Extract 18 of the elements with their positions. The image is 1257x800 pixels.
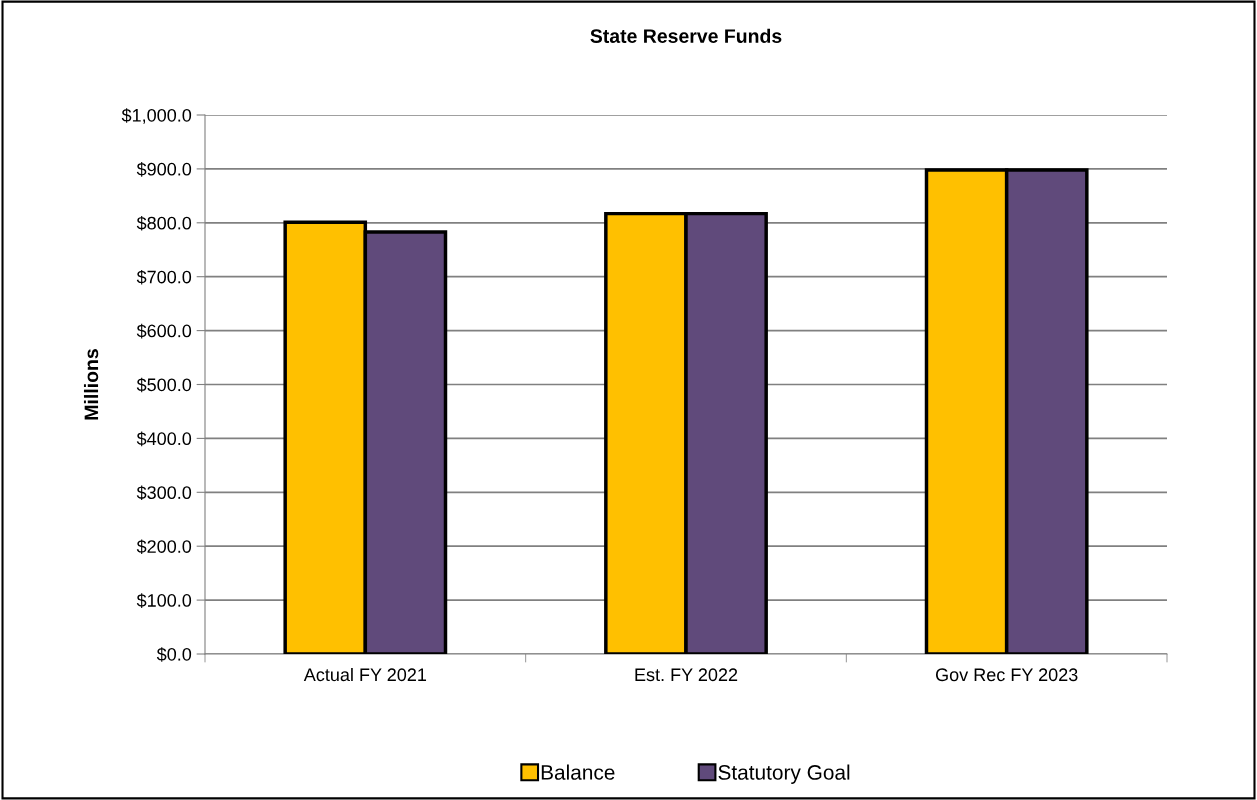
y-tick-label: $100.0 [136, 593, 192, 608]
y-tick-label: $700.0 [136, 269, 192, 285]
y-tick-label: $1,000.0 [121, 108, 192, 124]
y-axis-title: Millions [83, 349, 99, 420]
y-tick-label: $500.0 [136, 377, 192, 393]
legend-label: Statutory Goal [718, 764, 850, 784]
y-tick-label: $600.0 [136, 323, 192, 339]
y-tick-label: $200.0 [136, 539, 192, 554]
x-tick-label: Actual FY 2021 [303, 667, 427, 682]
y-tick-label: $0.0 [156, 647, 192, 662]
y-tick-label: $800.0 [136, 215, 192, 231]
x-tick-label: Gov Rec FY 2023 [935, 668, 1078, 682]
chart-title: State Reserve Funds [590, 28, 782, 43]
legend-label: Balance [541, 764, 615, 780]
y-tick-label: $900.0 [136, 162, 192, 177]
y-tick-label: $400.0 [136, 431, 192, 447]
y-tick-label: $300.0 [136, 485, 192, 501]
x-tick-label: Est. FY 2022 [635, 668, 738, 682]
